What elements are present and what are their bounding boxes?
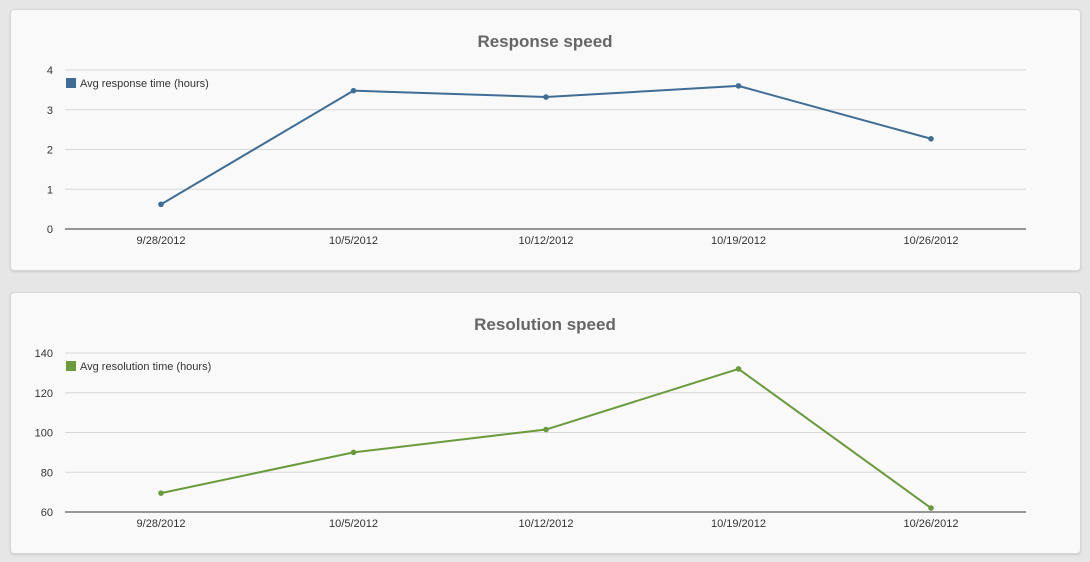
x-tick-label: 10/19/2012: [711, 518, 766, 530]
response-speed-panel: Response speed Avg response time (hours)…: [10, 9, 1081, 271]
y-tick-label: 1: [47, 184, 53, 196]
resolution-speed-chart: Resolution speed Avg resolution time (ho…: [35, 315, 1026, 530]
data-point: [735, 83, 742, 89]
y-tick-label: 120: [35, 388, 53, 400]
x-tick-label: 10/5/2012: [329, 235, 378, 247]
y-tick-label: 3: [47, 105, 53, 117]
data-point: [350, 87, 357, 94]
y-tick-label: 80: [41, 467, 53, 479]
x-tick-label: 10/26/2012: [903, 235, 958, 247]
x-tick-label: 9/28/2012: [137, 518, 186, 530]
y-tick-label: 0: [47, 224, 53, 236]
y-tick-label: 100: [35, 428, 53, 440]
data-point: [543, 426, 549, 433]
x-tick-label: 10/12/2012: [518, 518, 573, 530]
chart-title: Response speed: [477, 32, 612, 51]
x-tick-label: 10/12/2012: [518, 235, 573, 247]
series-line: [160, 84, 932, 206]
data-point: [158, 490, 164, 496]
x-tick-label: 10/5/2012: [329, 518, 378, 530]
x-tick-label: 10/19/2012: [711, 235, 766, 247]
data-point: [350, 449, 357, 456]
data-point: [928, 135, 934, 142]
y-tick-label: 2: [47, 145, 53, 157]
legend-label[interactable]: Avg resolution time (hours): [80, 361, 211, 373]
legend-swatch: [66, 361, 76, 371]
x-tick-label: 9/28/2012: [137, 235, 186, 247]
chart-title: Resolution speed: [474, 315, 616, 334]
x-tick-label: 10/26/2012: [903, 518, 958, 530]
y-tick-label: 140: [35, 348, 53, 360]
legend-label[interactable]: Avg response time (hours): [80, 78, 209, 90]
data-point: [928, 505, 934, 511]
legend-swatch: [66, 78, 76, 88]
data-point: [543, 94, 549, 100]
y-tick-label: 60: [41, 507, 53, 519]
response-speed-chart: Response speed Avg response time (hours)…: [47, 32, 1026, 247]
resolution-speed-panel: Resolution speed Avg resolution time (ho…: [10, 292, 1081, 554]
data-point: [158, 201, 164, 208]
data-point: [735, 366, 742, 372]
series-line: [160, 367, 932, 509]
y-tick-label: 4: [47, 65, 53, 77]
